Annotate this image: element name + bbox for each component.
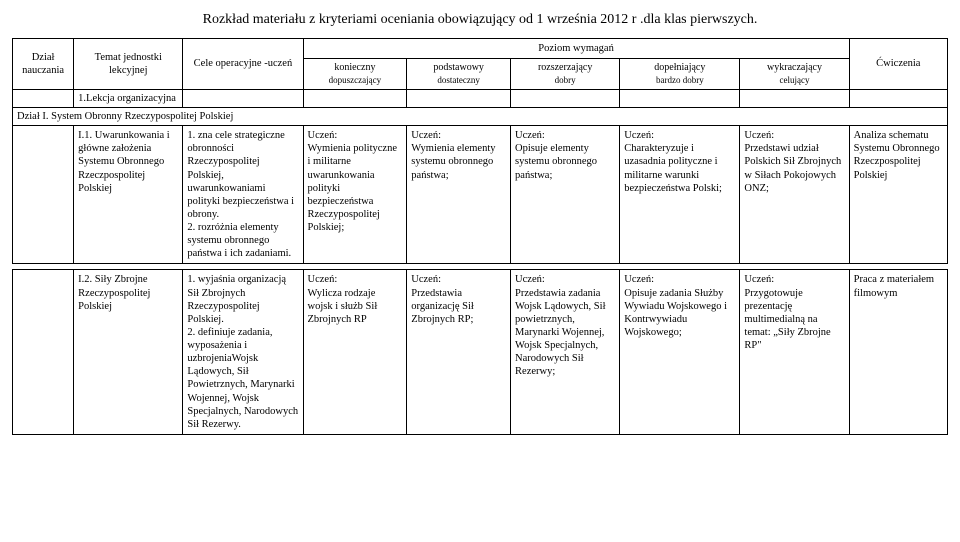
section1-row: Dział I. System Obronny Rzeczypospolitej… [13,108,948,126]
row2-d: Uczeń: Opisuje zadania Służby Wywiadu Wo… [620,270,740,435]
intro-r [511,89,620,107]
row1-r: Uczeń: Opisuje elementy systemu obronneg… [511,126,620,264]
row1-dzial [13,126,74,264]
header-row-1: Dział nauczania Temat jednostki lekcyjne… [13,39,948,59]
curriculum-table: Dział nauczania Temat jednostki lekcyjne… [12,38,948,435]
hdr-dopelniajacy: dopełniający bardzo dobry [620,59,740,90]
row1-cele: 1. zna cele strategiczne obronności Rzec… [183,126,303,264]
row1-w: Uczeń: Przedstawi udział Polskich Sił Zb… [740,126,849,264]
hdr-temat: Temat jednostki lekcyjnej [74,39,183,90]
hdr-rozszerzajacy: rozszerzający dobry [511,59,620,90]
row2-cw: Praca z materiałem filmowym [849,270,947,435]
hdr-rozszerzajacy-sub: dobry [515,75,615,86]
hdr-konieczny-label: konieczny [308,62,403,75]
hdr-dzial: Dział nauczania [13,39,74,90]
page-title: Rozkład materiału z kryteriami oceniania… [12,12,948,28]
hdr-wykraczajacy-sub: celujący [744,75,844,86]
row2-cele: 1. wyjaśnia organizacją Sił Zbrojnych Rz… [183,270,303,435]
row2-p: Uczeń: Przedstawia organizację Sił Zbroj… [407,270,511,435]
row2-r: Uczeń: Przedstawia zadania Wojsk Lądowyc… [511,270,620,435]
hdr-wykraczajacy-label: wykraczający [744,62,844,75]
hdr-dopelniajacy-sub: bardzo dobry [624,75,735,86]
section1-label: Dział I. System Obronny Rzeczypospolitej… [13,108,948,126]
row1-temat: I.1. Uwarunkowania i główne założenia Sy… [74,126,183,264]
hdr-cwiczenia: Ćwiczenia [849,39,947,90]
hdr-podstawowy-sub: dostateczny [411,75,506,86]
hdr-rozszerzajacy-label: rozszerzający [515,62,615,75]
intro-cele [183,89,303,107]
intro-row: 1.Lekcja organizacyjna [13,89,948,107]
hdr-konieczny-sub: dopuszczający [308,75,403,86]
intro-dzial [13,89,74,107]
row2-k: Uczeń: Wylicza rodzaje wojsk i służb Sił… [303,270,407,435]
row2-dzial [13,270,74,435]
row1-k: Uczeń: Wymienia polityczne i militarne u… [303,126,407,264]
intro-p [407,89,511,107]
table-row: I.2. Siły Zbrojne Rzeczypospolitej Polsk… [13,270,948,435]
hdr-podstawowy: podstawowy dostateczny [407,59,511,90]
intro-k [303,89,407,107]
row1-p: Uczeń: Wymienia elementy systemu obronne… [407,126,511,264]
row2-temat: I.2. Siły Zbrojne Rzeczypospolitej Polsk… [74,270,183,435]
hdr-konieczny: konieczny dopuszczający [303,59,407,90]
hdr-dopelniajacy-label: dopełniający [624,62,735,75]
intro-temat: 1.Lekcja organizacyjna [74,89,183,107]
hdr-wykraczajacy: wykraczający celujący [740,59,849,90]
intro-w [740,89,849,107]
hdr-poziom: Poziom wymagań [303,39,849,59]
row2-w: Uczeń: Przygotowuje prezentację multimed… [740,270,849,435]
intro-d [620,89,740,107]
intro-cw [849,89,947,107]
row1-cw: Analiza schematu Systemu Obronnego Rzecz… [849,126,947,264]
hdr-cele: Cele operacyjne -uczeń [183,39,303,90]
row1-d: Uczeń: Charakteryzuje i uzasadnia polity… [620,126,740,264]
table-row: I.1. Uwarunkowania i główne założenia Sy… [13,126,948,264]
hdr-podstawowy-label: podstawowy [411,62,506,75]
